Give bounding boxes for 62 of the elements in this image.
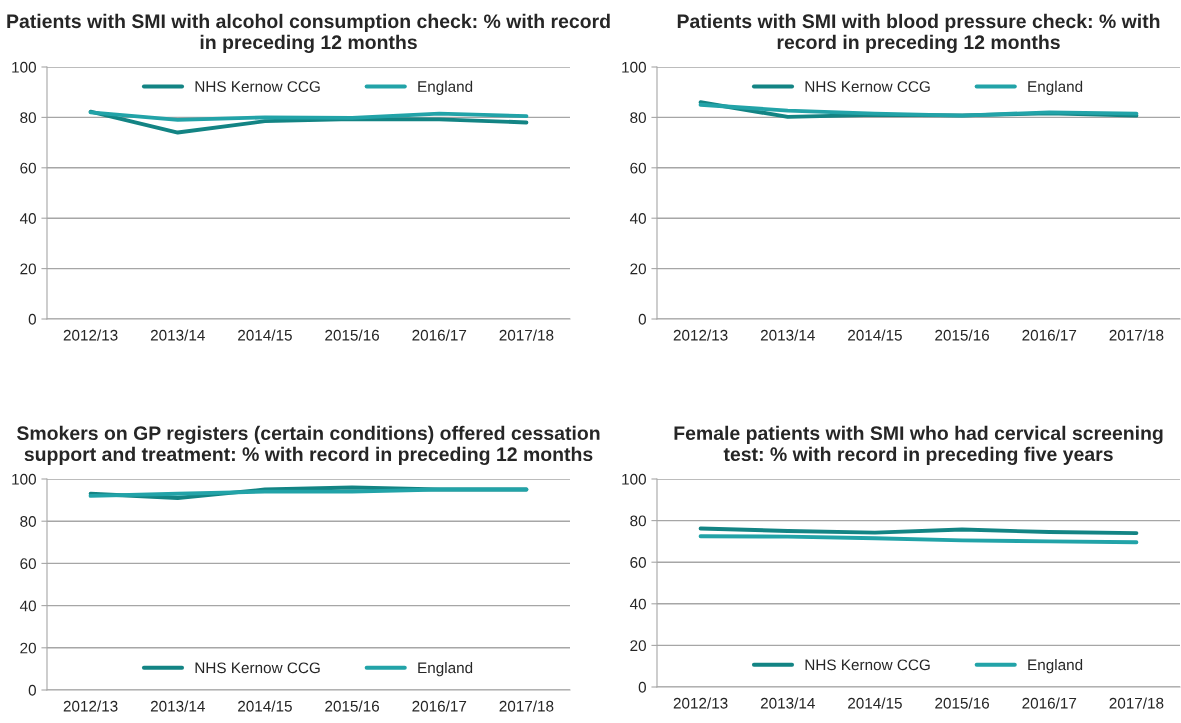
y-tick-label: 0 bbox=[638, 313, 646, 325]
legend-label: NHS Kernow CCG bbox=[805, 81, 930, 92]
y-tick-label: 0 bbox=[28, 313, 36, 325]
y-tick-label: 20 bbox=[630, 640, 646, 652]
x-tick-label: 2015/16 bbox=[325, 700, 380, 712]
chart-title: Female patients with SMI who had cervical screening test: % with record in preceding five years bbox=[674, 425, 1163, 465]
y-tick-label: 20 bbox=[20, 263, 36, 275]
x-tick-label: 2013/14 bbox=[760, 697, 815, 709]
y-tick-label: 40 bbox=[629, 598, 646, 610]
y-tick-label: 0 bbox=[638, 681, 646, 693]
x-tick-label: 2017/18 bbox=[499, 700, 554, 712]
x-tick-label: 2012/13 bbox=[63, 329, 118, 341]
y-tick-label: 20 bbox=[630, 263, 646, 275]
x-tick-label: 2017/18 bbox=[1109, 697, 1164, 709]
y-tick-label: 60 bbox=[20, 162, 36, 174]
x-tick-label: 2014/15 bbox=[848, 697, 902, 709]
x-tick-label: 2012/13 bbox=[673, 329, 728, 341]
y-tick-label: 100 bbox=[622, 473, 646, 485]
y-tick-label: 0 bbox=[28, 684, 36, 696]
x-tick-label: 2014/15 bbox=[848, 329, 902, 341]
x-tick-label: 2013/14 bbox=[760, 329, 815, 341]
y-tick-label: 40 bbox=[19, 213, 36, 224]
y-tick-label: 80 bbox=[630, 112, 646, 124]
chart-title: Smokers on GP registers (certain conditions) offered cessation support and treatment: % with record in preceding 12 months bbox=[16, 425, 600, 465]
y-tick-label: 60 bbox=[630, 162, 646, 174]
y-tick-label: 60 bbox=[20, 558, 36, 570]
x-tick-label: 2012/13 bbox=[673, 697, 728, 709]
chart-title: Patients with SMI with blood pressure check: % with record in preceding 12 months bbox=[677, 13, 1160, 53]
y-tick-label: 100 bbox=[12, 61, 36, 73]
x-tick-label: 2017/18 bbox=[1109, 329, 1164, 341]
legend-label: NHS Kernow CCG bbox=[195, 81, 320, 92]
legend-label: England bbox=[1028, 659, 1083, 674]
legend-label: England bbox=[418, 80, 473, 95]
y-tick-label: 80 bbox=[630, 515, 646, 527]
y-tick-label: 60 bbox=[630, 557, 646, 568]
x-tick-label: 2015/16 bbox=[325, 329, 380, 341]
y-tick-label: 40 bbox=[629, 213, 646, 224]
x-tick-label: 2016/17 bbox=[1022, 697, 1077, 709]
x-tick-label: 2013/14 bbox=[150, 700, 205, 712]
x-tick-label: 2015/16 bbox=[935, 697, 990, 709]
y-tick-label: 100 bbox=[12, 473, 36, 485]
x-tick-label: 2015/16 bbox=[935, 329, 990, 341]
x-tick-label: 2017/18 bbox=[499, 329, 554, 341]
x-tick-label: 2014/15 bbox=[238, 329, 292, 341]
y-tick-label: 80 bbox=[20, 516, 36, 527]
x-tick-label: 2016/17 bbox=[412, 329, 467, 341]
x-tick-label: 2013/14 bbox=[150, 329, 205, 341]
x-tick-label: 2016/17 bbox=[1022, 329, 1077, 341]
legend-label: England bbox=[1028, 80, 1083, 95]
x-tick-label: 2016/17 bbox=[412, 700, 467, 712]
line-series bbox=[88, 110, 529, 122]
x-tick-label: 2012/13 bbox=[63, 700, 118, 712]
chart-title: Patients with SMI with alcohol consumption check: % with record in preceding 12 months bbox=[7, 13, 610, 53]
legend-label: England bbox=[418, 662, 473, 677]
y-tick-label: 20 bbox=[20, 642, 36, 654]
x-tick-label: 2014/15 bbox=[238, 700, 292, 712]
line-series bbox=[698, 534, 1139, 545]
legend-label: NHS Kernow CCG bbox=[805, 659, 930, 671]
legend-label: NHS Kernow CCG bbox=[195, 662, 320, 674]
y-tick-label: 80 bbox=[20, 112, 36, 124]
y-tick-label: 100 bbox=[622, 61, 646, 73]
y-tick-label: 40 bbox=[19, 600, 36, 612]
